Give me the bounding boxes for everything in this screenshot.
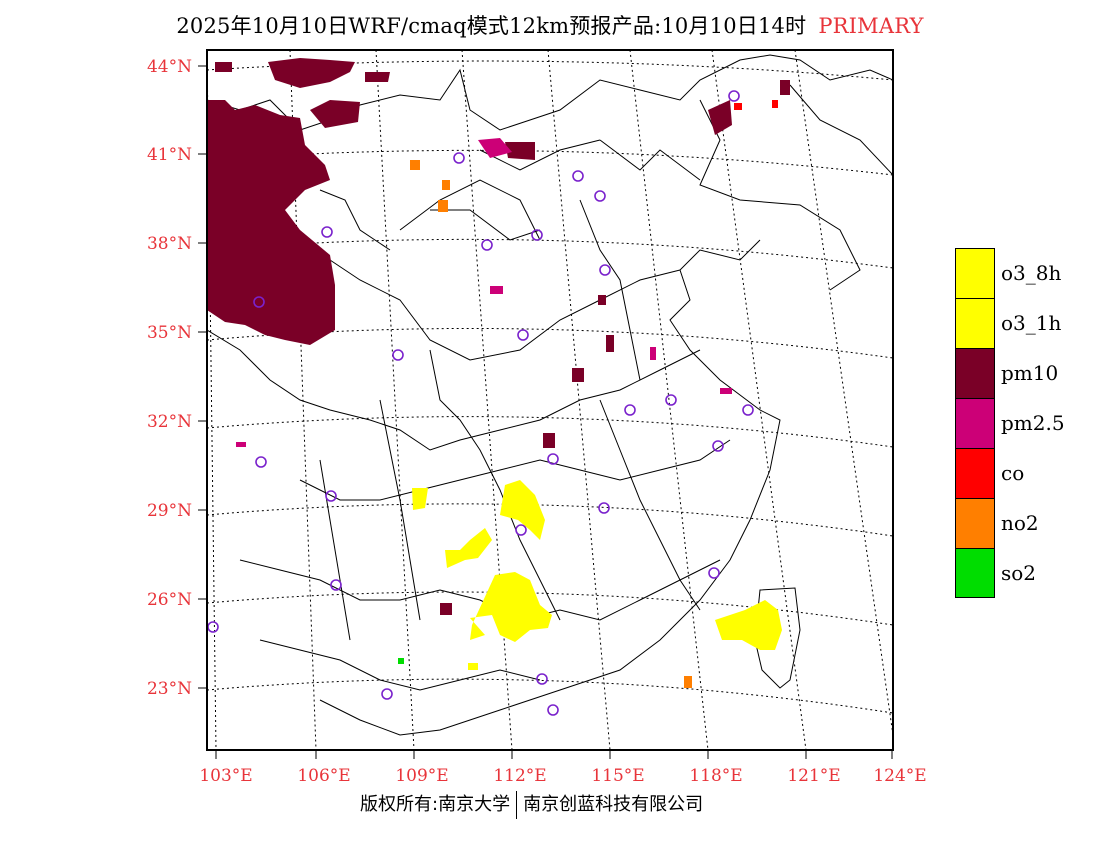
lat-labels: 44°N 41°N 38°N 35°N 32°N 29°N 26°N 23°N [147,57,192,699]
circle-marker-icon [708,567,720,579]
circle-marker-icon [381,688,393,700]
o3-patches [412,480,782,670]
title-text: 2025年10月10日WRF/cmaq模式12km预报产品:10月10日14时 [176,14,807,38]
legend-swatch [955,548,995,598]
pm10-patches [207,58,790,615]
circle-marker-icon [515,524,527,536]
pm25-patches [236,138,732,447]
circle-marker-icon [598,502,610,514]
lat-label: 26°N [147,590,192,610]
circle-marker-icon [531,229,543,241]
legend-label: so2 [1001,561,1037,585]
circle-marker-icon [742,404,754,416]
legend-swatch [955,448,995,498]
title-tag: PRIMARY [818,14,924,38]
lat-label: 38°N [147,234,192,254]
circle-marker-icon [547,453,559,465]
legend-swatch [955,398,995,448]
legend-item: o3_1h [955,298,1065,348]
circle-marker-icon [392,349,404,361]
lat-label: 41°N [147,145,192,165]
lat-label: 32°N [147,412,192,432]
lat-label: 23°N [147,679,192,699]
lat-label: 44°N [147,57,192,77]
lon-label: 124°E [873,766,926,786]
legend-label: co [1001,461,1025,485]
circle-marker-icon [599,264,611,276]
legend-swatch [955,248,995,298]
legend-label: o3_8h [1001,261,1062,285]
lon-label: 109°E [395,766,448,786]
lon-label: 115°E [591,766,644,786]
legend-item: pm2.5 [955,398,1065,448]
map-frame [206,49,894,751]
boundaries [207,54,893,736]
no2-patches [410,160,692,688]
circle-marker-icon [728,90,740,102]
copyright-left: 版权所有:南京大学 [360,794,511,815]
circle-marker-icon [517,329,529,341]
legend-label: pm2.5 [1001,411,1065,435]
lat-label: 29°N [147,501,192,521]
lon-label: 106°E [297,766,350,786]
copyright-footer: 版权所有:南京大学 南京创蓝科技有限公司 [360,790,703,819]
legend-label: pm10 [1001,361,1059,385]
legend-item: co [955,448,1065,498]
circle-marker-icon [572,170,584,182]
circle-marker-icon [253,296,265,308]
circle-marker-icon [536,673,548,685]
map-title: 2025年10月10日WRF/cmaq模式12km预报产品:10月10日14时 P… [0,10,1100,40]
circle-marker-icon [712,440,724,452]
circle-marker-icon [330,579,342,591]
circle-marker-icon [481,239,493,251]
circle-marker-icon [255,456,267,468]
circle-marker-icon [624,404,636,416]
legend-item: o3_8h [955,248,1065,298]
legend-swatch [955,298,995,348]
circle-marker-icon [321,226,333,238]
footer-divider [516,791,518,819]
circle-marker-icon [547,704,559,716]
lon-label: 112°E [493,766,546,786]
legend-label: o3_1h [1001,311,1062,335]
legend-swatch [955,348,995,398]
lon-label: 121°E [787,766,840,786]
circle-marker-icon [594,190,606,202]
legend: o3_8h o3_1h pm10 pm2.5 co no2 so2 [955,248,1065,598]
circle-marker-icon [325,490,337,502]
lon-labels: 103°E 106°E 109°E 112°E 115°E 118°E 121°… [199,766,926,786]
legend-label: no2 [1001,511,1039,535]
circle-marker-icon [665,394,677,406]
legend-item: no2 [955,498,1065,548]
so2-patches [398,658,404,664]
circle-marker-icon [453,152,465,164]
copyright-right: 南京创蓝科技有限公司 [523,794,704,815]
lat-label: 35°N [147,323,192,343]
legend-item: so2 [955,548,1065,598]
co-patches [734,100,778,110]
axis-ticks [198,65,893,759]
lon-label: 118°E [689,766,742,786]
lon-label: 103°E [199,766,252,786]
legend-item: pm10 [955,348,1065,398]
station-markers [207,90,754,716]
legend-swatch [955,498,995,548]
